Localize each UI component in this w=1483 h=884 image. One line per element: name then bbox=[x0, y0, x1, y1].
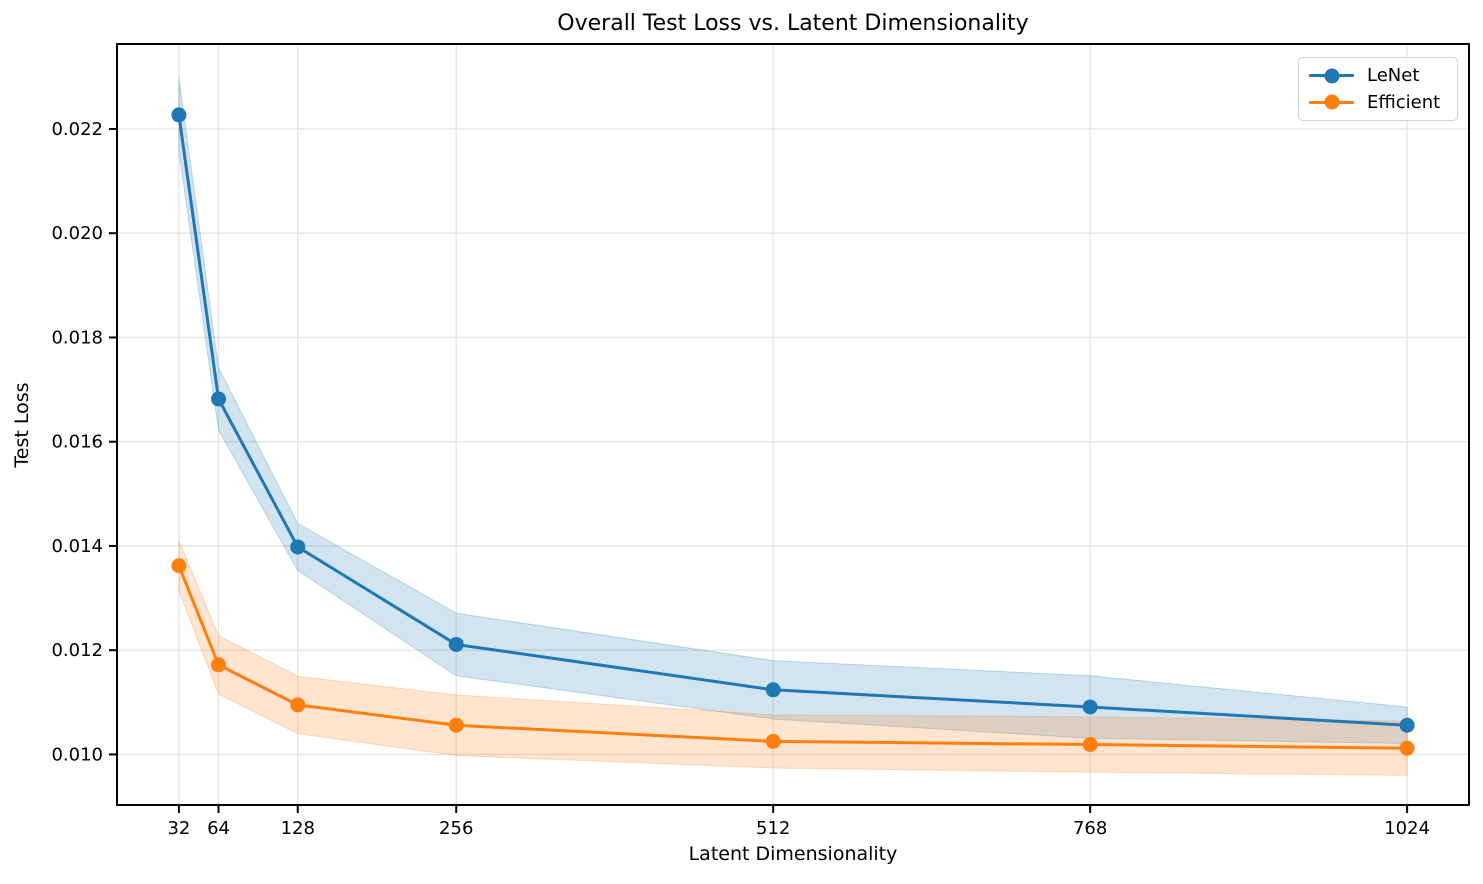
legend-item-efficient: Efficient bbox=[1309, 92, 1447, 113]
legend: LeNet Efficient bbox=[1298, 57, 1458, 121]
y-axis-label: Test Loss bbox=[11, 382, 33, 468]
y-tick-label: 0.014 bbox=[51, 536, 103, 557]
efficient-marker-32 bbox=[171, 558, 187, 574]
lenet-line bbox=[177, 113, 1409, 727]
lenet-marker-768 bbox=[1082, 699, 1098, 715]
chart-title: Overall Test Loss vs. Latent Dimensional… bbox=[557, 11, 1029, 36]
y-tick-label: 0.010 bbox=[51, 744, 103, 765]
x-tick-label: 512 bbox=[756, 818, 790, 839]
lenet-marker-128 bbox=[290, 539, 306, 555]
x-tick-label: 64 bbox=[207, 818, 230, 839]
lenet-marker-1024 bbox=[1399, 717, 1415, 733]
lenet-marker-256 bbox=[448, 636, 464, 652]
lenet-confidence-band bbox=[178, 78, 1408, 745]
efficient-marker-768 bbox=[1082, 737, 1098, 753]
plot-border bbox=[116, 43, 1470, 806]
lenet-marker-32 bbox=[171, 107, 187, 123]
y-tick-label: 0.020 bbox=[51, 223, 103, 244]
y-tick-label: 0.016 bbox=[51, 432, 103, 453]
efficient-marker-512 bbox=[765, 733, 781, 749]
lenet-marker-512 bbox=[765, 682, 781, 698]
y-tick-label: 0.012 bbox=[51, 640, 103, 661]
y-tick-label: 0.018 bbox=[51, 327, 103, 348]
legend-label-lenet: LeNet bbox=[1367, 65, 1420, 87]
x-tick-label: 768 bbox=[1073, 818, 1107, 839]
efficient-confidence-band bbox=[178, 540, 1408, 776]
x-tick-label: 1024 bbox=[1384, 818, 1430, 839]
lenet-marker-64 bbox=[211, 391, 227, 407]
lenet-line-swatch bbox=[1309, 68, 1354, 84]
x-tick-label: 256 bbox=[439, 818, 473, 839]
x-tick-label: 32 bbox=[167, 818, 190, 839]
efficient-marker-swatch bbox=[1324, 94, 1339, 110]
efficient-marker-64 bbox=[211, 657, 227, 673]
efficient-line-swatch bbox=[1309, 94, 1354, 110]
legend-item-lenet: LeNet bbox=[1309, 65, 1447, 86]
y-tick-label: 0.022 bbox=[51, 119, 103, 140]
legend-label-efficient: Efficient bbox=[1367, 91, 1441, 113]
efficient-marker-128 bbox=[290, 697, 306, 713]
efficient-marker-1024 bbox=[1399, 740, 1415, 756]
efficient-marker-256 bbox=[448, 717, 464, 733]
lenet-marker-swatch bbox=[1324, 68, 1339, 84]
x-axis-label: Latent Dimensionality bbox=[688, 843, 898, 865]
x-tick-label: 128 bbox=[281, 818, 315, 839]
